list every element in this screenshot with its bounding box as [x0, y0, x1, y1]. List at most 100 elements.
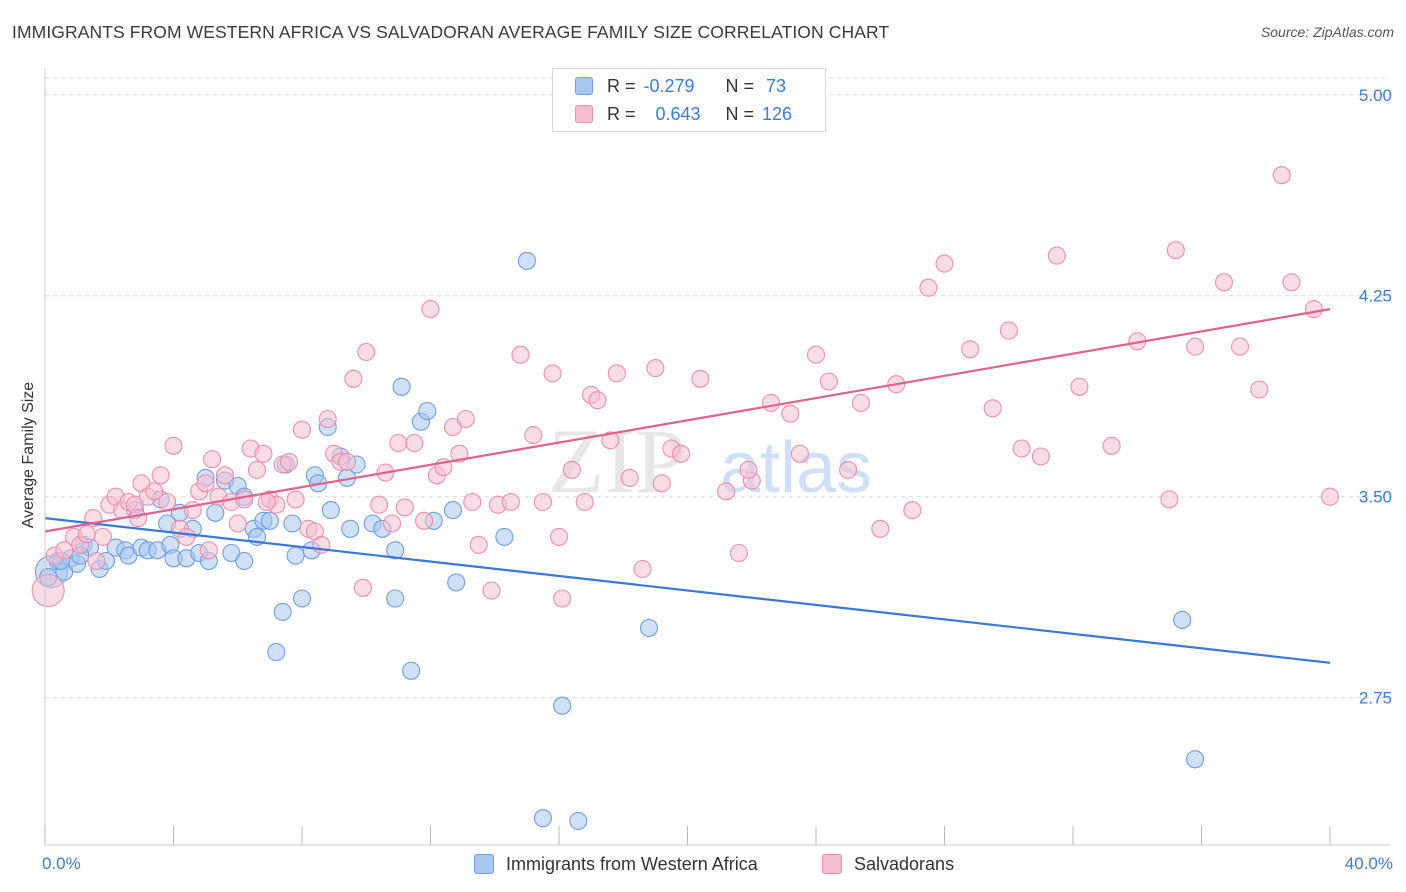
legend-row-salvadorans: R = 0.643 N = 126 — [575, 101, 792, 127]
point-western-africa — [1186, 750, 1205, 769]
bottom-legend-swatch-pink — [822, 854, 842, 874]
x-tick-label: 0.0% — [42, 854, 81, 873]
point-western-africa — [267, 643, 286, 662]
point-salvadoran — [983, 399, 1002, 418]
point-salvadoran — [1186, 337, 1205, 356]
point-western-africa — [418, 401, 437, 421]
point-salvadoran — [1166, 241, 1185, 260]
point-salvadoran — [456, 409, 475, 429]
point-salvadoran — [1272, 166, 1291, 185]
point-salvadoran — [292, 420, 312, 439]
bottom-legend-swatch-blue — [474, 854, 494, 874]
legend-r-value: 0.643 — [655, 103, 701, 124]
point-salvadoran — [199, 541, 218, 560]
point-western-africa — [553, 696, 572, 715]
legend-n-label: N = — [725, 75, 755, 96]
bottom-legend-salvadorans: Salvadorans — [822, 851, 954, 877]
point-salvadoran — [203, 450, 222, 469]
point-western-africa — [569, 811, 588, 830]
point-salvadoran — [1304, 300, 1323, 319]
point-western-africa — [443, 501, 463, 520]
point-salvadoran — [652, 474, 671, 493]
point-salvadoran — [257, 492, 276, 512]
point-salvadoran — [158, 492, 177, 512]
point-western-africa — [517, 251, 536, 270]
point-salvadoran — [543, 364, 562, 383]
point-salvadoran — [562, 460, 581, 479]
point-salvadoran — [646, 359, 665, 378]
point-salvadoran — [382, 514, 402, 533]
legend-r-label: R = — [607, 75, 636, 96]
bottom-legend-label: Immigrants from Western Africa — [506, 853, 758, 874]
point-salvadoran — [781, 404, 800, 423]
point-salvadoran — [247, 460, 267, 479]
trend-lines — [44, 308, 1331, 664]
point-salvadoran — [87, 551, 106, 571]
point-salvadoran — [196, 474, 215, 493]
point-salvadoran — [806, 345, 826, 364]
point-salvadoran — [405, 434, 424, 453]
point-salvadoran — [344, 369, 363, 388]
point-salvadoran — [415, 511, 434, 530]
point-salvadoran — [999, 321, 1018, 340]
point-salvadoran — [1320, 487, 1340, 506]
point-western-africa — [260, 511, 279, 530]
point-western-africa — [273, 602, 292, 621]
point-salvadoran — [1214, 273, 1234, 292]
point-salvadoran — [55, 541, 74, 560]
point-salvadoran — [145, 482, 164, 501]
y-tick-label: 5.00 — [1359, 86, 1392, 105]
point-salvadoran — [871, 519, 890, 538]
point-western-africa — [341, 519, 360, 538]
point-salvadoran — [672, 444, 691, 463]
point-salvadoran — [77, 525, 96, 544]
y-tick-label: 2.75 — [1359, 689, 1392, 708]
point-salvadoran — [357, 342, 376, 362]
point-western-africa — [402, 661, 421, 680]
axes: 2.75 3.50 4.25 5.00 0.0% 40.0% — [42, 68, 1393, 873]
point-salvadoran — [851, 393, 871, 412]
bottom-legend-western-africa: Immigrants from Western Africa — [474, 851, 758, 877]
y-axis-title: Average Family Size — [20, 382, 37, 529]
point-western-africa — [447, 573, 466, 592]
point-salvadoran — [601, 431, 620, 450]
point-salvadoran — [164, 436, 183, 455]
point-salvadoran — [1047, 246, 1066, 265]
point-salvadoran — [395, 498, 414, 517]
legend-n-label: N = — [725, 103, 755, 124]
point-salvadoran — [919, 278, 938, 297]
trend-line-western-africa — [44, 517, 1331, 664]
point-salvadoran — [280, 452, 299, 471]
watermark-zip: ZIP — [548, 410, 686, 512]
point-salvadoran — [717, 482, 736, 501]
point-western-africa — [495, 527, 514, 546]
point-western-africa — [119, 546, 138, 565]
point-western-africa — [386, 589, 405, 608]
point-salvadoran — [235, 490, 254, 509]
legend-r-value: -0.279 — [643, 75, 695, 96]
point-salvadoran — [31, 573, 65, 608]
grid — [45, 77, 1390, 699]
point-salvadoran — [903, 501, 922, 520]
point-salvadoran — [337, 452, 357, 471]
point-salvadoran — [1250, 380, 1269, 399]
point-salvadoran — [1230, 337, 1250, 356]
point-salvadoran — [177, 527, 196, 546]
point-salvadoran — [501, 492, 520, 512]
point-salvadoran — [151, 466, 170, 485]
point-western-africa — [235, 551, 254, 571]
point-salvadoran — [254, 444, 273, 463]
point-western-africa — [1173, 610, 1192, 629]
point-salvadoran — [463, 492, 482, 512]
point-salvadoran — [790, 444, 809, 463]
correlation-legend: R = -0.279 N = 73 R = 0.643 N = 126 — [552, 68, 826, 132]
point-salvadoran — [524, 426, 543, 445]
point-western-africa — [392, 377, 411, 396]
point-salvadoran — [228, 514, 247, 533]
chart-title: IMMIGRANTS FROM WESTERN AFRICA VS SALVAD… — [12, 22, 890, 42]
point-western-africa — [533, 809, 552, 828]
point-salvadoran — [691, 369, 710, 388]
point-salvadoran — [93, 527, 112, 546]
point-salvadoran — [588, 391, 607, 410]
